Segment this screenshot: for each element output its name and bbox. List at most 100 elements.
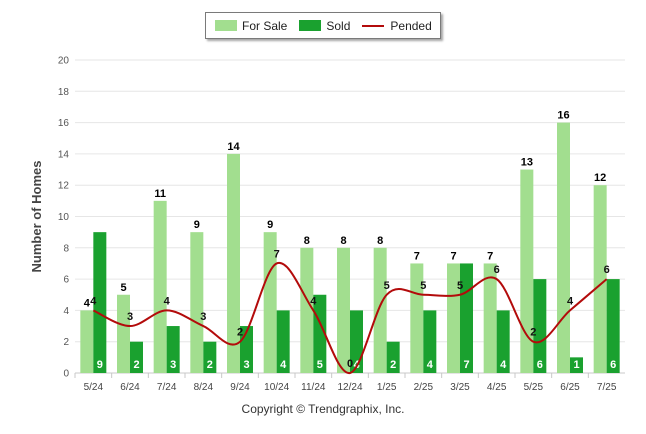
data-label-sold: 4 xyxy=(500,359,507,371)
x-tick-label: 7/24 xyxy=(157,382,177,393)
data-label-pended: 5 xyxy=(457,280,463,292)
bar-sold xyxy=(606,279,620,373)
data-label-sold: 9 xyxy=(97,359,103,371)
data-label-for-sale: 13 xyxy=(521,157,533,169)
bar-sold xyxy=(166,326,180,373)
legend-swatch-for-sale xyxy=(215,20,237,31)
bar-for-sale xyxy=(410,263,424,373)
data-label-pended: 6 xyxy=(494,264,500,276)
data-label-for-sale: 7 xyxy=(414,250,420,262)
bar-for-sale xyxy=(373,247,387,373)
data-label-for-sale: 5 xyxy=(120,282,126,294)
data-label-for-sale: 9 xyxy=(194,219,200,231)
legend-label-pended: Pended xyxy=(390,18,432,33)
data-label-sold: 7 xyxy=(463,359,469,371)
legend-item-pended[interactable]: Pended xyxy=(362,18,432,33)
x-tick-label: 6/25 xyxy=(560,382,580,393)
data-label-sold: 6 xyxy=(610,359,616,371)
x-tick-label: 5/24 xyxy=(84,382,104,393)
x-tick-label: 2/25 xyxy=(414,382,434,393)
data-label-sold: 4 xyxy=(427,359,434,371)
x-tick-label: 12/24 xyxy=(337,382,362,393)
data-label-sold: 2 xyxy=(133,359,139,371)
y-axis-label: Number of Homes xyxy=(29,161,44,273)
data-label-for-sale: 9 xyxy=(267,219,273,231)
bar-for-sale xyxy=(447,263,460,373)
bar-for-sale xyxy=(153,200,167,373)
data-label-sold: 5 xyxy=(317,359,323,371)
data-label-for-sale: 7 xyxy=(487,250,493,262)
bar-for-sale xyxy=(300,247,314,373)
y-tick-label: 6 xyxy=(63,275,69,286)
x-tick-label: 11/24 xyxy=(301,382,326,393)
y-tick-label: 10 xyxy=(58,212,70,223)
data-label-for-sale: 11 xyxy=(154,188,166,200)
bar-for-sale xyxy=(337,247,350,373)
legend-item-sold[interactable]: Sold xyxy=(299,19,350,33)
line-pended xyxy=(92,262,608,374)
y-tick-label: 0 xyxy=(63,369,69,380)
data-label-pended: 6 xyxy=(604,264,610,276)
data-label-sold: 3 xyxy=(170,359,176,371)
x-tick-label: 3/25 xyxy=(450,382,470,393)
bar-sold xyxy=(350,310,363,373)
bar-sold xyxy=(93,232,107,373)
x-tick-label: 6/24 xyxy=(120,382,140,393)
y-tick-label: 16 xyxy=(58,118,70,129)
data-label-for-sale: 8 xyxy=(304,235,310,247)
data-label-sold: 2 xyxy=(390,359,396,371)
data-label-sold: 1 xyxy=(573,359,579,371)
bar-for-sale xyxy=(80,310,94,373)
legend-label-for-sale: For Sale xyxy=(242,18,288,33)
y-tick-label: 20 xyxy=(58,56,70,67)
data-label-pended: 3 xyxy=(200,311,206,323)
data-label-sold: 4 xyxy=(280,359,287,371)
legend-item-for-sale[interactable]: For Sale xyxy=(215,19,287,33)
data-label-pended: 4 xyxy=(567,295,574,307)
data-label-for-sale: 12 xyxy=(594,172,606,184)
y-tick-label: 18 xyxy=(58,87,70,98)
data-label-for-sale: 8 xyxy=(377,235,383,247)
legend-swatch-pended xyxy=(362,24,385,27)
x-tick-label: 10/24 xyxy=(264,382,289,393)
y-tick-label: 2 xyxy=(63,337,69,348)
bar-sold xyxy=(423,310,437,373)
y-tick-label: 14 xyxy=(58,149,70,160)
data-label-pended: 5 xyxy=(384,280,390,292)
data-label-pended: 7 xyxy=(274,248,280,260)
bar-sold xyxy=(496,310,510,373)
x-tick-label: 1/25 xyxy=(377,382,397,393)
data-label-pended: 2 xyxy=(530,327,536,339)
chart-legend: For Sale Sold Pended xyxy=(205,12,441,39)
bar-sold xyxy=(386,341,400,373)
y-tick-label: 8 xyxy=(63,243,69,254)
copyright-text: Copyright © Trendgraphix, Inc. xyxy=(241,402,405,416)
x-tick-label: 4/25 xyxy=(487,382,507,393)
x-tick-label: 8/24 xyxy=(194,382,214,393)
data-label-for-sale: 14 xyxy=(227,141,240,153)
x-tick-label: 9/24 xyxy=(230,382,250,393)
bar-sold xyxy=(570,357,583,373)
data-label-sold: 2 xyxy=(207,359,213,371)
data-label-pended: 0 xyxy=(347,358,353,370)
y-tick-label: 4 xyxy=(63,306,69,317)
bar-sold xyxy=(533,279,547,373)
data-label-pended: 4 xyxy=(164,295,171,307)
legend-label-sold: Sold xyxy=(326,18,351,33)
data-label-pended: 4 xyxy=(90,295,97,307)
bar-sold xyxy=(460,263,473,373)
x-tick-label: 7/25 xyxy=(597,382,617,393)
data-label-for-sale: 16 xyxy=(557,110,569,122)
data-label-for-sale: 7 xyxy=(450,250,456,262)
legend-swatch-sold xyxy=(299,20,322,31)
bar-for-sale xyxy=(227,153,240,373)
data-label-pended: 2 xyxy=(237,327,243,339)
bar-sold xyxy=(203,341,217,373)
data-label-pended: 3 xyxy=(127,311,133,323)
bar-for-sale xyxy=(520,169,534,373)
bar-for-sale xyxy=(117,294,130,373)
bar-sold xyxy=(130,341,143,373)
data-label-for-sale: 8 xyxy=(340,235,346,247)
bar-for-sale xyxy=(483,263,497,373)
